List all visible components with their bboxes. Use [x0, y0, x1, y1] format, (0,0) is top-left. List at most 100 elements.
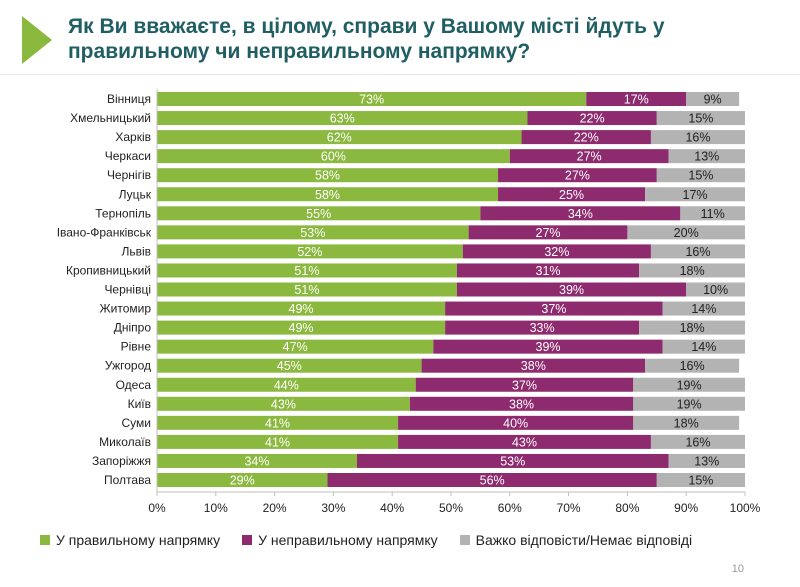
bar-segment — [456, 282, 687, 297]
bar-segment — [639, 320, 745, 335]
data-label: 51% — [294, 283, 319, 297]
category-label: Одеса — [116, 378, 152, 392]
bar-segment — [462, 244, 651, 259]
data-label: 14% — [691, 302, 716, 316]
data-label: 62% — [327, 131, 352, 145]
data-label: 63% — [330, 112, 355, 126]
legend-swatch-wrong — [242, 535, 253, 545]
bar-segment — [157, 358, 422, 373]
data-label: 34% — [244, 454, 269, 468]
data-label: 29% — [230, 474, 255, 488]
x-tick-label: 20% — [263, 501, 287, 515]
bar-segment — [686, 282, 745, 297]
page-number: 10 — [731, 563, 744, 575]
legend-label-right: У правильному напрямку — [56, 532, 221, 548]
bar-segment — [498, 168, 657, 183]
data-label: 14% — [691, 340, 716, 354]
slide-header: Як Ви вважаєте, в цілому, справи у Вашом… — [0, 0, 800, 80]
bar-segment — [686, 92, 740, 106]
bar-segment — [645, 358, 740, 373]
bar-segment — [157, 187, 499, 202]
category-label: Київ — [128, 397, 151, 411]
category-label: Житомир — [100, 302, 152, 316]
play-arrow-icon — [22, 16, 52, 64]
legend-item-wrong: У неправильному напрямку — [242, 532, 438, 548]
data-label: 17% — [683, 188, 708, 202]
data-label: 49% — [289, 302, 314, 316]
category-label: Тернопіль — [95, 206, 151, 220]
data-label: 45% — [277, 359, 302, 373]
data-label: 39% — [559, 283, 584, 297]
bar-segment — [157, 244, 463, 259]
bar-segment — [157, 320, 446, 335]
x-tick-label: 30% — [321, 501, 345, 515]
bar-segment — [157, 149, 510, 164]
bar-segment — [356, 453, 669, 468]
bar-segment — [157, 130, 522, 145]
data-label: 16% — [685, 435, 710, 449]
legend-label-wrong: У неправильному напрямку — [258, 532, 438, 548]
data-label: 20% — [674, 226, 699, 240]
bar-segment — [498, 187, 646, 202]
bar-segment — [633, 415, 740, 430]
data-label: 39% — [536, 340, 561, 354]
x-tick-label: 90% — [674, 501, 698, 515]
bar-segment — [509, 149, 669, 164]
x-tick-label: 60% — [498, 501, 522, 515]
data-label: 18% — [680, 321, 705, 335]
bar-segment — [650, 130, 745, 145]
bar-segment — [662, 301, 745, 316]
x-tick-label: 0% — [148, 501, 166, 515]
data-label: 15% — [688, 169, 713, 183]
data-label: 27% — [565, 169, 590, 183]
category-label: Рівне — [121, 340, 152, 354]
data-label: 47% — [283, 340, 308, 354]
bar-segment — [627, 225, 745, 240]
data-label: 18% — [680, 264, 705, 278]
data-label: 53% — [500, 454, 525, 468]
bar-segment — [680, 206, 745, 221]
bar-segment — [633, 396, 745, 411]
category-label: Суми — [122, 416, 151, 430]
data-label: 73% — [359, 93, 384, 107]
bar-segment — [650, 434, 745, 449]
bar-segment — [633, 377, 745, 392]
bar-segment — [409, 396, 634, 411]
category-label: Івано-Франківськ — [57, 225, 152, 239]
bar-segment — [645, 187, 745, 202]
bar-segment — [521, 130, 651, 145]
bar-segment — [527, 111, 657, 126]
category-label: Луцьк — [119, 187, 152, 201]
category-label: Чернівці — [104, 283, 151, 297]
data-label: 37% — [512, 378, 537, 392]
data-label: 34% — [568, 207, 593, 221]
category-label: Запоріжжя — [92, 454, 151, 468]
data-label: 13% — [694, 454, 719, 468]
bar-segment — [668, 453, 745, 468]
bar-segment — [157, 396, 410, 411]
stacked-bar-chart: Вінниця 73% 17% 9% Хмельницький 63% 22% 15% Харк… — [57, 89, 761, 515]
data-label: 60% — [321, 150, 346, 164]
bar-segment — [157, 263, 457, 278]
x-tick-label: 100% — [730, 501, 761, 515]
data-label: 56% — [480, 474, 505, 488]
data-label: 16% — [680, 359, 705, 373]
data-label: 27% — [577, 150, 602, 164]
bar-segment — [421, 358, 646, 373]
bar-segment — [456, 263, 640, 278]
legend-label-hard: Важко відповісти/Немає відповіді — [475, 532, 693, 548]
bar-segment — [157, 453, 357, 468]
bar-segment — [157, 225, 469, 240]
bar-segment — [445, 301, 663, 316]
bar-segment — [639, 263, 745, 278]
data-label: 22% — [580, 112, 605, 126]
legend-item-right: У правильному напрямку — [40, 532, 220, 548]
bar-segment — [157, 301, 446, 316]
category-label: Черкаси — [105, 149, 151, 163]
bar-segment — [656, 168, 745, 183]
category-label: Харків — [115, 130, 151, 144]
bar-segment — [468, 225, 628, 240]
data-label: 55% — [306, 207, 331, 221]
bar-segment — [650, 244, 745, 259]
bar-segment — [157, 111, 528, 126]
